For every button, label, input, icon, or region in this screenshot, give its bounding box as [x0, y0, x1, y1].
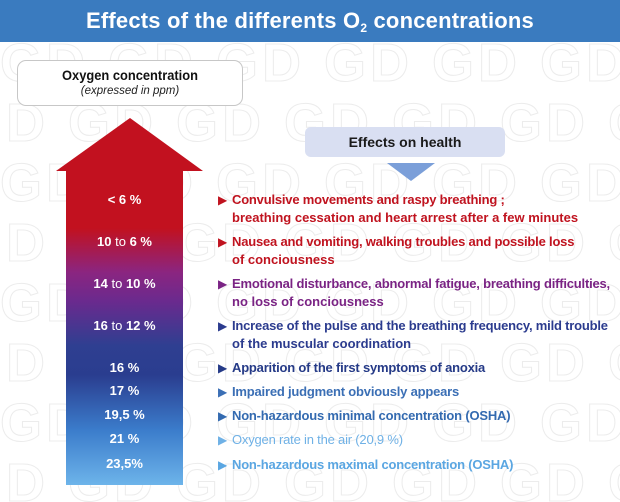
- page-title: Effects of the differents O2 concentrati…: [0, 0, 620, 42]
- title-text-suffix: concentrations: [367, 8, 534, 33]
- title-text: Effects of the differents O: [85, 8, 361, 33]
- oxygen-concentration-subtitle: (expressed in ppm): [80, 85, 180, 97]
- level-3: 14 to 10 %: [93, 276, 156, 291]
- effect-item-1: ▶ Convulsive movements and raspy breathin…: [218, 192, 579, 225]
- bullet-triangle-icon: ▶: [218, 385, 228, 399]
- pointer-down-icon: [387, 163, 435, 181]
- level-7: 19,5 %: [104, 407, 145, 422]
- effect-item-8: ▶ Oxygen rate in the air (20,9 %): [218, 432, 403, 447]
- bullet-triangle-icon: ▶: [218, 235, 228, 249]
- bullet-triangle-icon: ▶: [218, 458, 228, 472]
- effects-on-health-label-box: Effects on health: [305, 127, 505, 157]
- effect-item-9: ▶ Non-hazardous maximal concentration (OS…: [218, 457, 514, 472]
- oxygen-concentration-title: Oxygen concentration: [62, 67, 198, 83]
- effect-item-6: ▶ Impaired judgment obviously appears: [218, 384, 460, 399]
- bullet-triangle-icon: ▶: [218, 433, 228, 447]
- level-9: 23,5%: [106, 456, 143, 471]
- level-2: 10 to 6 %: [97, 234, 152, 249]
- effect-item-3: ▶ Emotional disturbance, abnormal fatigue…: [218, 276, 610, 309]
- bullet-triangle-icon: ▶: [218, 193, 228, 207]
- effect-item-7: ▶ Non-hazardous minimal concentration (OS…: [218, 408, 511, 423]
- effect-item-2: ▶ Nausea and vomiting, walking troubles a…: [218, 234, 575, 267]
- effect-item-5: ▶ Apparition of the first symptoms of ano…: [218, 360, 486, 375]
- level-5: 16 %: [109, 360, 140, 375]
- bullet-triangle-icon: ▶: [218, 277, 228, 291]
- effect-item-4: ▶ Increase of the pulse and the breathing…: [218, 318, 608, 351]
- oxygen-concentration-label-box: Oxygen concentration (expressed in ppm): [17, 60, 243, 106]
- level-4: 16 to 12 %: [93, 318, 156, 333]
- bullet-triangle-icon: ▶: [218, 409, 228, 423]
- title-subscript: 2: [360, 21, 368, 35]
- bullet-triangle-icon: ▶: [218, 319, 228, 333]
- level-1: < 6 %: [107, 192, 142, 207]
- level-8: 21 %: [109, 431, 140, 446]
- bullet-triangle-icon: ▶: [218, 361, 228, 375]
- level-6: 17 %: [109, 383, 140, 398]
